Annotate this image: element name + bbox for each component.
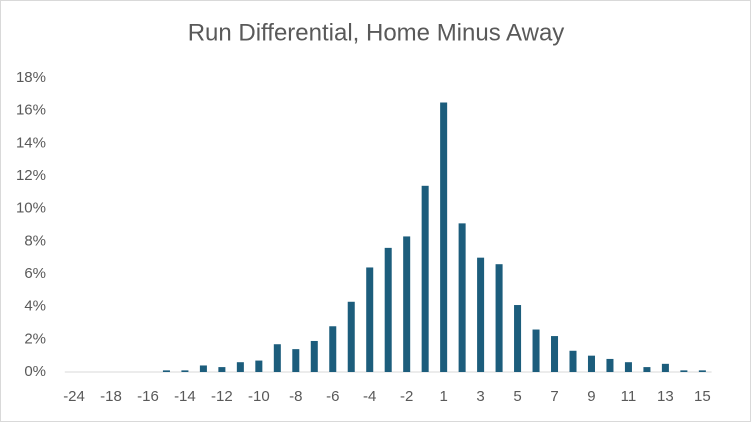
bar <box>421 185 429 372</box>
x-tick-label: 9 <box>587 388 595 405</box>
bar <box>162 370 170 372</box>
bar <box>624 362 632 372</box>
bar <box>606 358 614 372</box>
y-tick-label: 0% <box>24 363 46 380</box>
x-tick-label: -12 <box>211 388 233 405</box>
x-tick-label: -18 <box>100 388 122 405</box>
x-tick-label: 7 <box>550 388 558 405</box>
bar <box>384 247 392 372</box>
bar <box>477 257 485 372</box>
bar <box>514 305 522 372</box>
bar <box>181 370 189 372</box>
bar <box>199 365 207 372</box>
bar <box>680 370 688 372</box>
x-tick-label: 15 <box>694 388 711 405</box>
y-tick-label: 2% <box>24 330 46 347</box>
x-tick-label: -6 <box>326 388 339 405</box>
x-tick-label: 13 <box>657 388 674 405</box>
x-tick-label: -2 <box>400 388 413 405</box>
x-tick-label: -4 <box>363 388 376 405</box>
x-tick-label: 5 <box>513 388 521 405</box>
bar <box>440 102 448 372</box>
bar <box>255 360 263 372</box>
x-tick-label: -10 <box>248 388 270 405</box>
bar <box>569 350 577 372</box>
x-tick-label: 11 <box>621 388 637 405</box>
bar <box>587 355 595 372</box>
y-tick-label: 4% <box>24 298 46 315</box>
x-tick-label: -16 <box>137 388 159 405</box>
bar <box>643 367 651 372</box>
bar <box>366 267 374 372</box>
bar <box>310 340 318 372</box>
bar <box>551 336 559 372</box>
bar <box>347 301 355 372</box>
x-tick-label: -14 <box>174 388 196 405</box>
bar <box>698 370 706 372</box>
x-tick-label: 1 <box>439 388 447 405</box>
x-tick-label: -24 <box>63 388 85 405</box>
x-tick-label: 3 <box>476 388 484 405</box>
y-tick-label: 14% <box>16 134 46 151</box>
y-tick-label: 12% <box>16 167 46 184</box>
y-tick-label: 8% <box>24 232 46 249</box>
bar <box>458 223 466 372</box>
bar <box>403 236 411 372</box>
x-tick-label: -8 <box>289 388 302 405</box>
bar <box>661 363 669 372</box>
bar <box>273 344 281 372</box>
bar <box>532 329 540 372</box>
chart-title: Run Differential, Home Minus Away <box>188 19 565 46</box>
bar <box>292 349 300 372</box>
bar <box>495 264 503 372</box>
y-tick-label: 10% <box>16 200 46 217</box>
y-tick-label: 16% <box>16 102 46 119</box>
bar <box>218 367 226 372</box>
y-tick-label: 6% <box>24 265 46 282</box>
bar <box>329 326 337 372</box>
y-tick-label: 18% <box>16 69 46 86</box>
bar <box>236 362 244 372</box>
